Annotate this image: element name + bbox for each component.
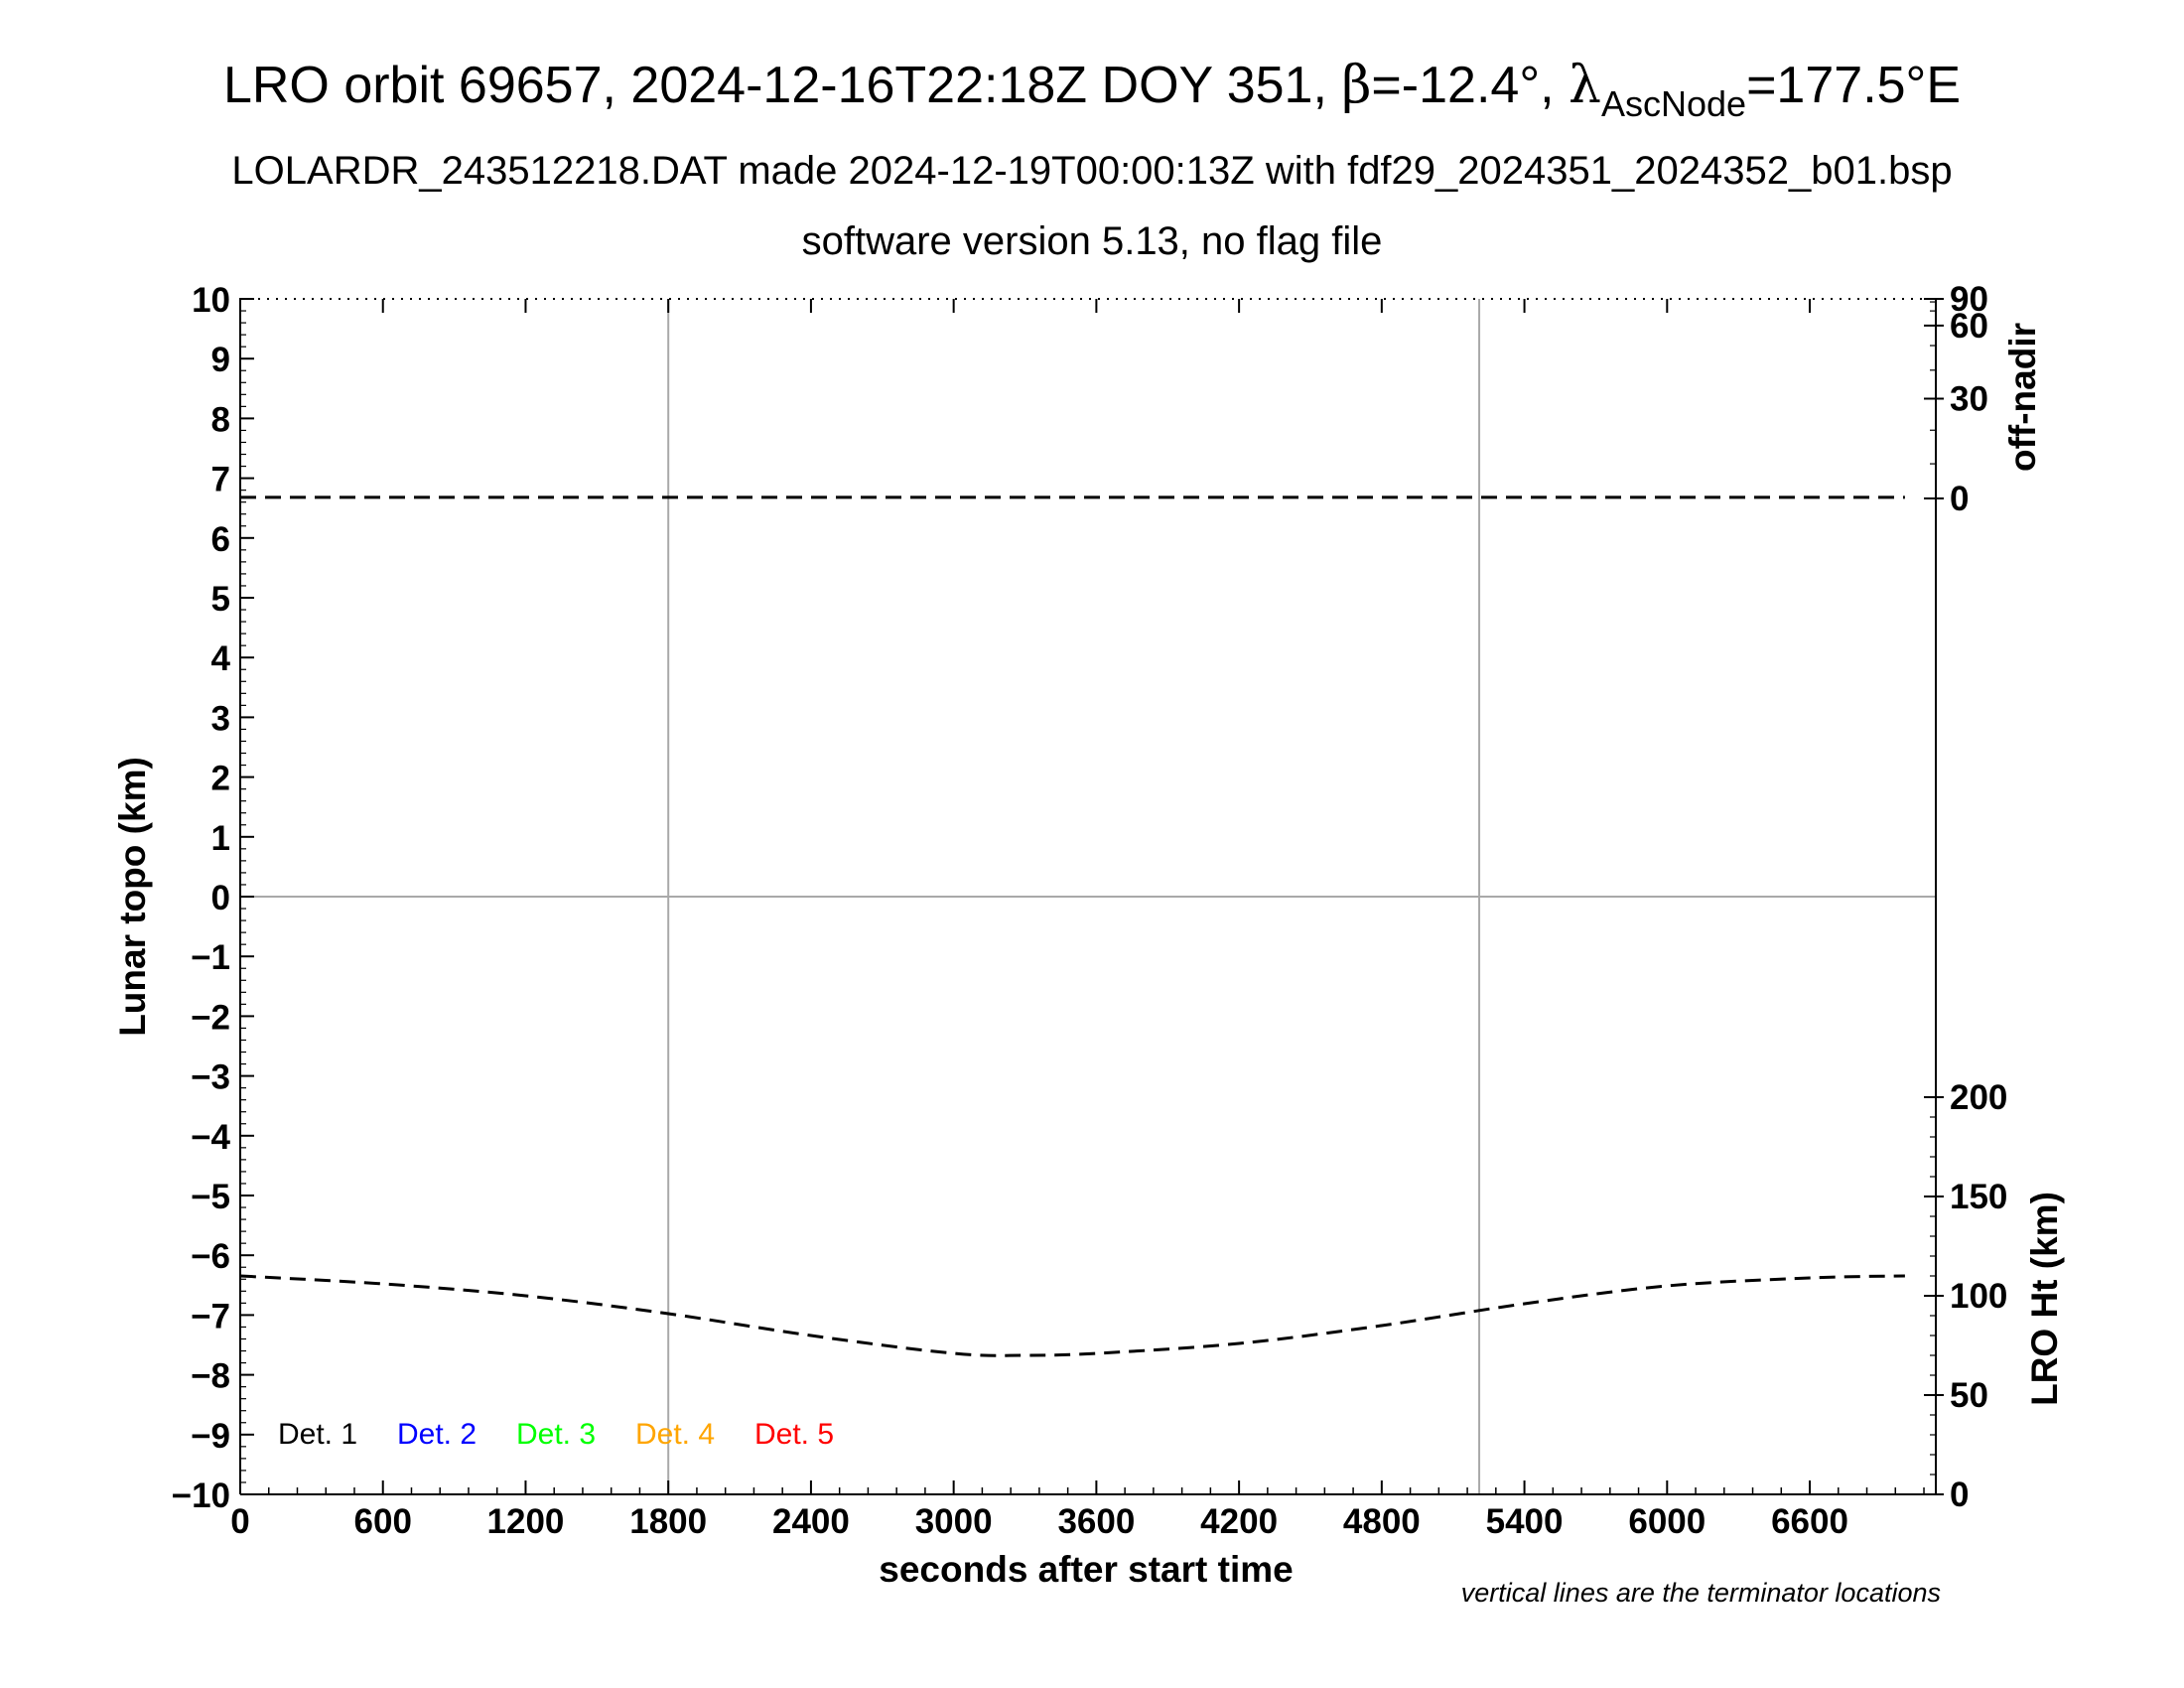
x-tick-label: 2400 [772, 1502, 850, 1541]
offnadir-tick-label: 30 [1950, 380, 1988, 419]
y-tick-label: 4 [211, 639, 231, 678]
x-tick-label: 6600 [1771, 1502, 1848, 1541]
x-axis-ticks: 0 600 1200 1800 2400 3000 3600 4200 4800 5400 6000… [230, 299, 1925, 1541]
title-beta-value: =-12.4°, [1371, 57, 1569, 114]
offnadir-tick-label: 90 [1950, 280, 1988, 319]
legend-item-det-5: Det. 5 [754, 1418, 834, 1451]
lro-ht-tick-label: 0 [1950, 1476, 1969, 1514]
x-tick-label: 3000 [915, 1502, 993, 1541]
chart-title: LRO orbit 69657, 2024-12-16T22:18Z DOY 3… [223, 56, 1961, 124]
y-tick-label: 3 [211, 699, 230, 738]
x-axis-label: seconds after start time [879, 1549, 1293, 1590]
y-tick-label: −1 [191, 938, 230, 977]
lro-ht-tick-label: 200 [1950, 1078, 2007, 1117]
y-tick-label: 7 [211, 461, 230, 499]
title-prefix: LRO orbit 69657, 2024-12-16T22:18Z DOY 3… [223, 57, 1341, 114]
y-tick-label: 10 [192, 281, 230, 320]
lro-ht-tick-label: 50 [1950, 1376, 1988, 1415]
y-tick-label: 8 [211, 400, 230, 439]
chart-subtitle-2: software version 5.13, no flag file [802, 219, 1383, 263]
offnadir-axis-label: off-nadir [2002, 323, 2043, 472]
x-tick-label: 4200 [1200, 1502, 1278, 1541]
y-tick-label: −8 [191, 1357, 230, 1396]
y-tick-label: −7 [191, 1297, 230, 1336]
y-tick-label: 6 [211, 520, 230, 559]
x-tick-label: 3600 [1057, 1502, 1135, 1541]
x-tick-label: 600 [354, 1502, 412, 1541]
legend-item-det-3: Det. 3 [516, 1418, 596, 1451]
y-tick-label: 1 [211, 819, 230, 858]
offnadir-tick-label: 0 [1950, 480, 1969, 518]
y-tick-label: −4 [191, 1118, 230, 1157]
x-tick-label: 1200 [487, 1502, 565, 1541]
x-tick-label: 0 [230, 1502, 249, 1541]
lro-height-line [239, 1274, 1905, 1357]
x-tick-label: 1800 [629, 1502, 707, 1541]
y-tick-label: −3 [191, 1058, 230, 1097]
lro-ht-tick-label: 150 [1950, 1178, 2007, 1216]
x-tick-label: 4800 [1343, 1502, 1421, 1541]
y-tick-label: 9 [211, 341, 230, 379]
legend-item-det-4: Det. 4 [635, 1418, 715, 1451]
y-tick-label: −9 [191, 1417, 230, 1456]
title-lambda-subscript: AscNode [1601, 83, 1746, 124]
y-tick-label: −2 [191, 998, 230, 1037]
legend-item-det-1: Det. 1 [278, 1418, 357, 1451]
y-tick-label: 0 [211, 879, 230, 917]
footnote: vertical lines are the terminator locati… [1461, 1578, 1941, 1608]
legend-item-det-2: Det. 2 [397, 1418, 477, 1451]
x-tick-label: 6000 [1628, 1502, 1706, 1541]
y-tick-label: −6 [191, 1237, 230, 1276]
lro-ht-tick-label: 100 [1950, 1277, 2007, 1316]
grid-layer [240, 299, 1936, 1494]
y-tick-label: 5 [211, 580, 230, 619]
x-tick-label: 5400 [1486, 1502, 1564, 1541]
chart-subtitle-1: LOLARDR_243512218.DAT made 2024-12-19T00… [231, 149, 1952, 193]
y-tick-label: 2 [211, 760, 230, 798]
legend: Det. 1 Det. 2 Det. 3 Det. 4 Det. 5 [278, 1418, 834, 1451]
title-beta-symbol: β [1341, 56, 1371, 115]
lro-ht-axis-label: LRO Ht (km) [2024, 1192, 2065, 1406]
series-layer [239, 495, 1905, 1357]
title-lambda-symbol: λ [1569, 56, 1601, 115]
y-tick-label: −5 [191, 1178, 230, 1216]
title-lambda-value: =177.5°E [1746, 57, 1961, 114]
y-axis-label: Lunar topo (km) [112, 757, 153, 1037]
y-tick-label: −10 [172, 1477, 230, 1515]
offnadir-tick-label: 60 [1950, 307, 1988, 346]
